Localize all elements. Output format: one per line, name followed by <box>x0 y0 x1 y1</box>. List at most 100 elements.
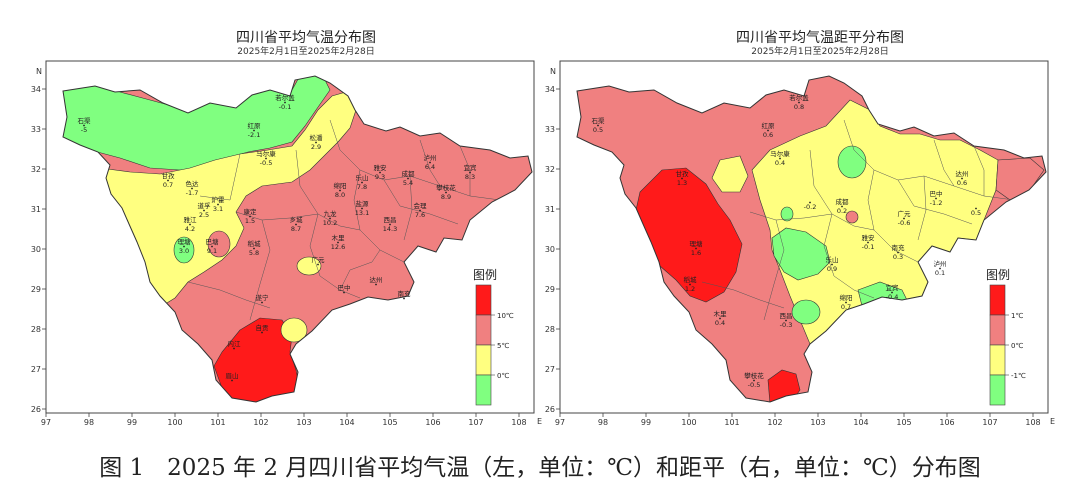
left-station-name: 石渠 <box>78 116 92 125</box>
left-station-value: 9.1 <box>207 247 217 255</box>
right-station-dot <box>975 207 977 210</box>
right-zone-green-south2 <box>791 299 821 325</box>
right-station-name: 若尔盖 <box>789 93 809 102</box>
right-station-name: 稻城 <box>684 275 698 284</box>
left-station-name: 色达 <box>186 179 200 188</box>
right-lat-tick-label: 32 <box>545 165 555 174</box>
left-lat-tick-label: 31 <box>31 205 41 214</box>
right-zone-green-dot <box>780 206 794 222</box>
right-station-value: 0.6 <box>763 131 773 139</box>
left-station-name: 稻城 <box>248 239 262 248</box>
left-station-value: 8.0 <box>335 191 345 199</box>
right-station-value: 0.5 <box>971 209 981 217</box>
right-legend-title: 图例 <box>986 268 1010 282</box>
left-lat-tick-label: 34 <box>31 85 41 94</box>
left-station-name: 盐源 <box>356 199 370 208</box>
right-station-value: 1.2 <box>685 285 695 293</box>
left-station-name: 眉山 <box>226 371 239 380</box>
right-station-name: 巴中 <box>930 189 943 198</box>
left-station-dot <box>265 157 267 160</box>
left-station-dot <box>203 209 205 212</box>
left-lon-tick-label: 101 <box>210 418 225 427</box>
right-station-value: 0.4 <box>715 319 725 327</box>
right-lon-tick-label: 98 <box>598 418 608 427</box>
left-station-dot <box>249 215 251 218</box>
left-station-dot <box>389 223 391 226</box>
right-lat-tick-label: 31 <box>545 205 555 214</box>
right-zone-yellow-north <box>711 155 749 193</box>
left-station-value: 9.3 <box>375 173 385 181</box>
right-station-dot <box>753 379 755 382</box>
left-station-name: 理塘 <box>178 237 192 246</box>
left-station-dot <box>403 297 405 300</box>
left-station-dot <box>167 179 169 182</box>
left-station-name: 巴中 <box>338 283 351 292</box>
left-station-dot <box>253 247 255 250</box>
left-station-name: 松潘 <box>310 133 324 142</box>
left-station-value: 8.9 <box>441 193 451 201</box>
left-station-name: 广元 <box>312 255 326 264</box>
left-legend-swatch-2 <box>475 314 492 346</box>
left-station-dot <box>231 379 233 382</box>
left-station-name: 雅江 <box>184 216 198 224</box>
left-lon-tick-label: 100 <box>167 418 182 427</box>
left-station-value: -2.1 <box>248 131 261 139</box>
right-station-name: 甘孜 <box>676 169 690 178</box>
right-north-label: N <box>550 67 556 76</box>
right-station-value: 0.8 <box>794 103 804 111</box>
left-lat-tick-label: 33 <box>31 125 41 134</box>
left-lon-tick-label: 97 <box>41 418 51 427</box>
left-lon-tick-label: 106 <box>425 418 440 427</box>
left-station-name: 遂宁 <box>256 293 270 302</box>
left-lon-tick-label: 107 <box>468 418 483 427</box>
right-lon-tick-label: 101 <box>724 418 739 427</box>
left-station-dot <box>261 301 263 304</box>
left-station-dot <box>361 207 363 210</box>
left-map: 四川省平均气温分布图 2025年2月1日至2025年2月28日 N E 34 33… <box>31 30 542 427</box>
left-station-name: 内江 <box>228 339 242 348</box>
left-station-dot <box>337 241 339 244</box>
left-station-name: 若尔盖 <box>275 93 295 102</box>
left-station-name: 道孚 <box>198 201 212 210</box>
left-station-dot <box>361 181 363 184</box>
right-map: 四川省平均气温距平分布图 2025年2月1日至2025年2月28日 N E 34… <box>545 30 1055 427</box>
right-station-dot <box>897 251 899 254</box>
right-station-value: -0.2 <box>804 203 817 211</box>
left-station-dot <box>211 245 213 248</box>
right-station-value: 0.4 <box>775 159 785 167</box>
left-lat-tick-label: 26 <box>31 405 41 414</box>
left-station-value: 2.9 <box>311 143 321 151</box>
left-temperature-fill <box>62 75 533 403</box>
left-lon-tick-label: 102 <box>253 418 268 427</box>
left-station-value: -0.5 <box>260 159 273 167</box>
right-station-dot <box>903 217 905 220</box>
left-station-name: 宜宾 <box>464 163 478 172</box>
right-zone-green-north <box>837 145 867 179</box>
right-station-value: -0.4 <box>886 293 899 301</box>
right-map-title: 四川省平均气温距平分布图 <box>736 30 904 46</box>
right-station-labels: 石渠0.5若尔盖0.8红原0.6马尔康0.4甘孜1.3理塘1.6稻城1.2木里0… <box>592 93 982 389</box>
right-station-value: -0.5 <box>748 381 761 389</box>
right-station-dot <box>845 301 847 304</box>
left-station-dot <box>375 283 377 286</box>
left-station-name: 乐山 <box>356 173 369 182</box>
left-station-name: 巴塘 <box>206 237 220 246</box>
right-lon-tick-label: 97 <box>555 418 565 427</box>
left-lon-tick-label: 105 <box>382 418 397 427</box>
left-station-dot <box>379 171 381 174</box>
right-station-value: 0.7 <box>841 303 851 311</box>
left-zone-yellow-south <box>280 317 308 343</box>
right-lon-tick-label: 100 <box>681 418 696 427</box>
right-anomaly-fill <box>576 75 1047 403</box>
left-station-value: 6.4 <box>425 163 435 171</box>
right-station-name: 西昌 <box>780 312 793 320</box>
left-station-name: 木里 <box>332 233 346 242</box>
left-station-dot <box>315 141 317 144</box>
right-station-name: 乐山 <box>826 255 839 264</box>
right-lat-tick-label: 29 <box>545 285 555 294</box>
left-station-dot <box>191 187 193 190</box>
left-zone-pink-island <box>207 230 231 258</box>
left-legend-break-1: 10℃ <box>497 312 514 320</box>
left-lon-tick-label: 104 <box>339 418 354 427</box>
